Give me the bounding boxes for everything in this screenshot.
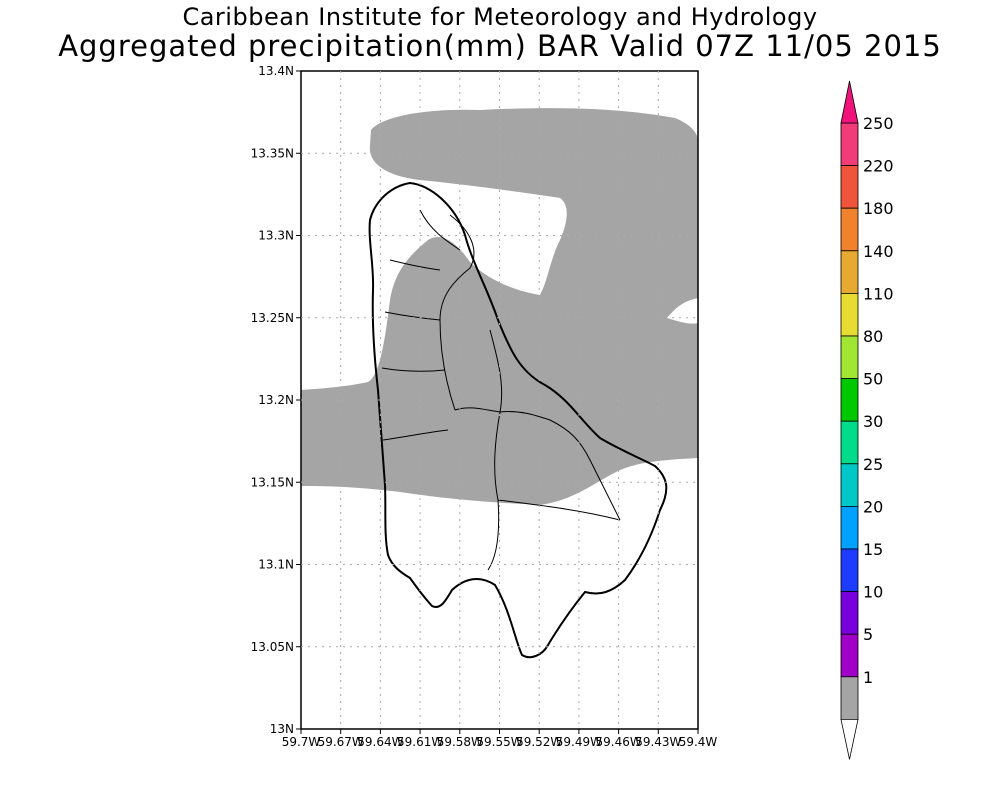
lat-tick-label: 13.35N <box>251 146 294 160</box>
precip-band <box>301 108 698 505</box>
title-product: Aggregated precipitation(mm) BAR Valid 0… <box>58 29 942 63</box>
colorbar: 250 220 180 140 110 80 50 30 25 20 15 10 5 1 <box>840 80 894 760</box>
colorbar-segment <box>840 676 859 720</box>
colorbar-segment <box>840 548 859 592</box>
lon-tick-label: 59.7W <box>282 735 321 749</box>
lon-tick-label: 59.61W <box>397 735 443 749</box>
graticule <box>301 71 698 729</box>
colorbar-label: 80 <box>863 327 883 346</box>
island-outline <box>368 181 668 659</box>
lat-tick-label: 13.2N <box>258 393 294 407</box>
colorbar-label: 5 <box>863 625 873 644</box>
colorbar-label: 10 <box>863 583 883 602</box>
lat-tick-label: 13N <box>270 722 294 736</box>
colorbar-segment <box>840 505 859 550</box>
colorbar-label: 220 <box>863 157 894 176</box>
colorbar-label: 30 <box>863 412 883 431</box>
colorbar-label: 250 <box>863 114 894 133</box>
lat-tick-label: 13.05N <box>251 640 294 654</box>
colorbar-segment <box>840 207 859 252</box>
colorbar-label: 50 <box>863 370 883 389</box>
colorbar-label: 25 <box>863 455 883 474</box>
colorbar-segment <box>840 250 859 294</box>
lat-tick-label: 13.3N <box>258 229 294 243</box>
lon-tick-label: 59.4W <box>679 735 718 749</box>
lon-tick-label: 59.58W <box>437 735 483 749</box>
lon-tick-label: 59.49W <box>556 735 602 749</box>
colorbar-segment <box>840 378 859 422</box>
colorbar-top-triangle <box>840 80 859 124</box>
colorbar-segment <box>840 292 859 337</box>
longitude-ticks: 59.7W59.67W59.64W59.61W59.58W59.55W59.52… <box>282 729 718 749</box>
colorbar-segment <box>840 633 859 678</box>
lon-tick-label: 59.55W <box>476 735 522 749</box>
lat-tick-label: 13.15N <box>251 475 294 489</box>
lat-tick-label: 13.1N <box>258 558 294 572</box>
lat-tick-label: 13.25N <box>251 311 294 325</box>
lat-tick-label: 13.4N <box>258 64 294 78</box>
colorbar-label: 140 <box>863 242 894 261</box>
lon-tick-label: 59.46W <box>595 735 641 749</box>
colorbar-label: 110 <box>863 284 894 303</box>
lon-tick-label: 59.67W <box>318 735 364 749</box>
colorbar-segment <box>840 420 859 465</box>
colorbar-label: 180 <box>863 199 894 218</box>
colorbar-segment <box>840 591 859 635</box>
lon-tick-label: 59.52W <box>516 735 562 749</box>
colorbar-label: 15 <box>863 540 883 559</box>
title-institution: Caribbean Institute for Meteorology and … <box>182 3 818 31</box>
latitude-ticks: 13.4N 13.35N 13.3N 13.25N 13.2N 13.15N 13.1N 13… <box>251 64 301 736</box>
colorbar-label: 20 <box>863 497 883 516</box>
lon-tick-label: 59.43W <box>635 735 681 749</box>
lon-tick-label: 59.64W <box>357 735 403 749</box>
colorbar-segment <box>840 463 859 507</box>
colorbar-segment <box>840 122 859 166</box>
colorbar-label: 1 <box>863 668 873 687</box>
colorbar-segment <box>840 335 859 379</box>
colorbar-bottom-triangle <box>840 719 859 760</box>
chart-title: Caribbean Institute for Meteorology and … <box>0 4 1000 62</box>
colorbar-segment <box>840 165 859 209</box>
